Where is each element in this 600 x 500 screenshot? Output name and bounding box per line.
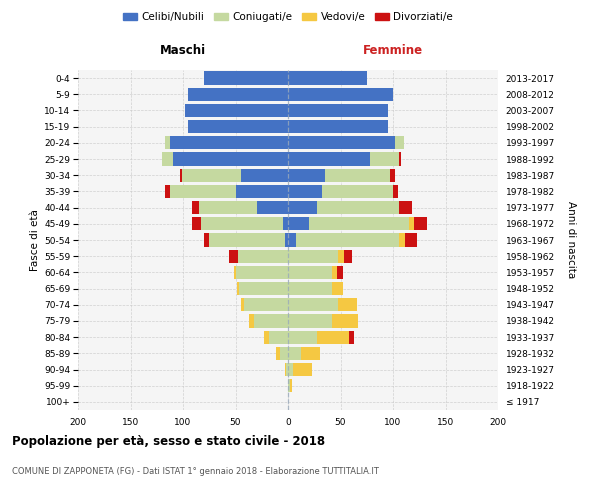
Text: Femmine: Femmine	[363, 44, 423, 57]
Bar	[288, 104, 388, 117]
Bar	[239, 282, 288, 295]
Bar	[283, 217, 288, 230]
Bar	[257, 201, 288, 214]
Bar	[404, 234, 417, 246]
Bar	[301, 346, 320, 360]
Bar	[393, 185, 398, 198]
Bar	[201, 217, 283, 230]
Bar	[288, 136, 395, 149]
Bar	[238, 250, 288, 263]
Bar	[286, 363, 288, 376]
Bar	[390, 168, 395, 182]
Legend: Celibi/Nubili, Coniugati/e, Vedovi/e, Divorziati/e: Celibi/Nubili, Coniugati/e, Vedovi/e, Di…	[119, 8, 457, 26]
Bar	[185, 104, 288, 117]
Bar	[338, 250, 344, 263]
Bar	[249, 314, 254, 328]
Bar	[322, 185, 393, 198]
Bar	[162, 152, 173, 166]
Bar	[288, 266, 332, 279]
Bar	[288, 363, 293, 376]
Bar	[317, 330, 349, 344]
Bar	[199, 201, 257, 214]
Bar	[400, 152, 401, 166]
Bar	[409, 217, 414, 230]
Bar	[288, 168, 325, 182]
Bar	[400, 234, 404, 246]
Bar	[285, 363, 286, 376]
Bar	[288, 217, 309, 230]
Bar	[317, 201, 400, 214]
Bar	[288, 250, 338, 263]
Bar	[288, 298, 338, 312]
Bar	[337, 266, 343, 279]
Bar	[288, 185, 322, 198]
Text: COMUNE DI ZAPPONETA (FG) - Dati ISTAT 1° gennaio 2018 - Elaborazione TUTTITALIA.: COMUNE DI ZAPPONETA (FG) - Dati ISTAT 1°…	[12, 468, 379, 476]
Bar	[344, 250, 352, 263]
Bar	[414, 217, 427, 230]
Bar	[235, 266, 288, 279]
Bar	[288, 330, 317, 344]
Bar	[280, 346, 288, 360]
Bar	[229, 250, 238, 263]
Bar	[395, 136, 404, 149]
Bar	[204, 234, 209, 246]
Bar	[288, 201, 317, 214]
Bar	[188, 120, 288, 134]
Bar	[293, 363, 312, 376]
Text: Popolazione per età, sesso e stato civile - 2018: Popolazione per età, sesso e stato civil…	[12, 435, 325, 448]
Bar	[288, 120, 388, 134]
Bar	[332, 282, 343, 295]
Bar	[264, 330, 269, 344]
Y-axis label: Anni di nascita: Anni di nascita	[566, 202, 576, 278]
Bar	[182, 168, 241, 182]
Bar	[236, 282, 239, 295]
Bar	[209, 234, 285, 246]
Bar	[269, 330, 288, 344]
Bar	[332, 314, 358, 328]
Bar	[241, 298, 244, 312]
Bar	[244, 298, 288, 312]
Bar	[288, 72, 367, 85]
Bar	[180, 168, 182, 182]
Bar	[309, 217, 409, 230]
Bar	[235, 185, 288, 198]
Bar	[370, 152, 400, 166]
Bar	[173, 152, 288, 166]
Bar	[290, 379, 292, 392]
Y-axis label: Fasce di età: Fasce di età	[30, 209, 40, 271]
Bar	[193, 201, 199, 214]
Bar	[288, 379, 290, 392]
Bar	[170, 185, 235, 198]
Bar	[288, 282, 332, 295]
Bar	[296, 234, 400, 246]
Bar	[165, 185, 170, 198]
Bar	[277, 346, 280, 360]
Bar	[165, 136, 170, 149]
Bar	[288, 88, 393, 101]
Bar	[288, 152, 370, 166]
Bar	[338, 298, 358, 312]
Bar	[204, 72, 288, 85]
Bar	[170, 136, 288, 149]
Bar	[285, 234, 288, 246]
Bar	[288, 346, 301, 360]
Bar	[332, 266, 337, 279]
Bar	[400, 201, 412, 214]
Bar	[288, 234, 296, 246]
Bar	[325, 168, 390, 182]
Bar	[288, 314, 332, 328]
Bar	[241, 168, 288, 182]
Bar	[349, 330, 354, 344]
Text: Maschi: Maschi	[160, 44, 206, 57]
Bar	[254, 314, 288, 328]
Bar	[188, 88, 288, 101]
Bar	[193, 217, 201, 230]
